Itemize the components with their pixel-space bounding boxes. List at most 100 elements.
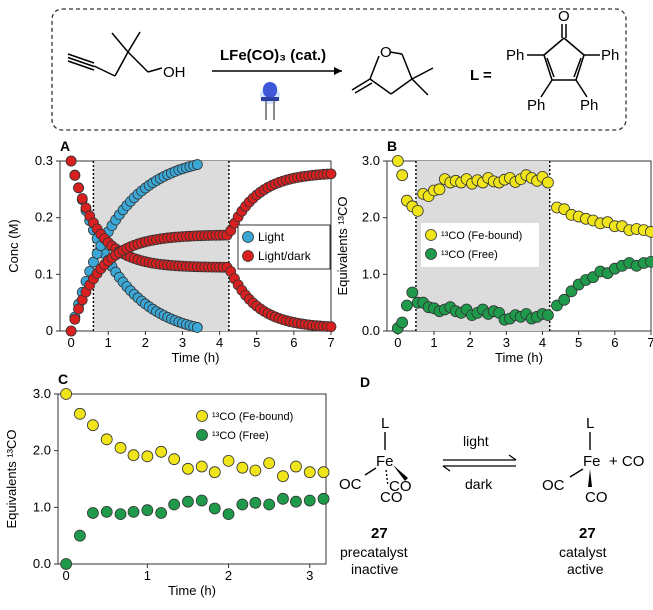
panel-label-d: D xyxy=(360,374,370,390)
left-line2: inactive xyxy=(351,561,399,577)
legend-label: Light xyxy=(258,230,285,244)
legend-marker xyxy=(426,230,437,241)
data-point-free xyxy=(401,300,412,311)
x-tick-label: 0 xyxy=(68,335,75,350)
data-point-fe_bound xyxy=(290,461,301,472)
data-point-fe_bound xyxy=(74,408,85,419)
x-tick-label: 4 xyxy=(216,335,223,350)
y-tick-label: 0.0 xyxy=(33,556,51,571)
left-compound-number: 27 xyxy=(371,525,388,542)
data-point-fe_bound xyxy=(115,442,126,453)
data-point-fe_bound xyxy=(169,454,180,465)
legend-marker xyxy=(197,411,208,422)
y-axis-label: Equivalents ¹³CO xyxy=(335,197,350,296)
right-compound-number: 27 xyxy=(579,525,596,542)
data-point-free xyxy=(277,493,288,504)
data-point-lightdark xyxy=(66,156,76,166)
ph-label-2: Ph xyxy=(601,47,619,64)
data-point-fe_bound xyxy=(434,184,445,195)
x-tick-label: 7 xyxy=(647,335,653,350)
reaction-scheme-svg: OH LFe(CO)₃ (cat.) O L = xyxy=(0,0,653,135)
right-l-atom: L xyxy=(586,415,594,432)
data-point-lightdark xyxy=(70,314,80,324)
data-point-lightdark xyxy=(66,326,76,336)
data-point-free xyxy=(87,508,98,519)
panel-label-c: C xyxy=(58,371,68,387)
right-fe-atom: Fe xyxy=(583,453,601,470)
y-tick-label: 0.0 xyxy=(362,323,380,338)
data-point-fe_bound xyxy=(209,467,220,478)
left-line1: precatalyst xyxy=(340,544,408,560)
product-o-label: O xyxy=(380,44,392,61)
y-tick-label: 2.0 xyxy=(362,210,380,225)
data-point-free xyxy=(646,256,653,267)
equilibrium-arrows xyxy=(443,455,516,471)
y-tick-label: 0.2 xyxy=(35,210,53,225)
x-axis-label: Time (h) xyxy=(172,350,220,365)
data-point-fe_bound xyxy=(142,451,153,462)
data-point-fe_bound xyxy=(156,446,167,457)
data-point-light xyxy=(192,160,202,170)
data-point-fe_bound xyxy=(264,458,275,469)
data-point-free xyxy=(115,509,126,520)
y-axis-label: Conc (M) xyxy=(6,219,21,272)
data-point-fe_bound xyxy=(412,205,423,216)
x-tick-label: 1 xyxy=(144,568,151,583)
left-fe-atom: Fe xyxy=(376,453,394,470)
data-point-free xyxy=(223,509,234,520)
data-point-free xyxy=(237,499,248,510)
data-point-free xyxy=(74,530,85,541)
reaction-scheme: OH LFe(CO)₃ (cat.) O L = xyxy=(0,0,653,135)
data-point-free xyxy=(128,506,139,517)
right-line2: active xyxy=(567,561,604,577)
legend-marker xyxy=(243,251,254,262)
ph-label-1: Ph xyxy=(506,47,524,64)
left-l-atom: L xyxy=(381,415,389,432)
data-point-fe_bound xyxy=(304,467,315,478)
left-oc-label: OC xyxy=(339,476,362,493)
reagent-label: LFe(CO)₃ (cat.) xyxy=(220,47,326,64)
x-tick-label: 5 xyxy=(253,335,260,350)
data-point-fe_bound xyxy=(223,455,234,466)
legend-marker xyxy=(426,249,437,260)
data-point-free xyxy=(407,287,418,298)
y-tick-label: 0.3 xyxy=(35,153,53,168)
legend-marker xyxy=(243,232,254,243)
data-point-free xyxy=(101,506,112,517)
x-axis-label: Time (h) xyxy=(168,583,216,598)
ligand-structure xyxy=(527,24,600,97)
legend-label: ¹³CO (Fe-bound) xyxy=(441,230,522,242)
data-point-fe_bound xyxy=(392,156,403,167)
x-tick-label: 5 xyxy=(575,335,582,350)
data-point-free xyxy=(142,505,153,516)
arrow-bottom-label: dark xyxy=(465,476,493,492)
plus-co-label: + CO xyxy=(609,453,644,470)
data-point-fe_bound xyxy=(542,177,553,188)
product-structure xyxy=(352,52,433,95)
legend-label: ¹³CO (Free) xyxy=(441,249,498,261)
data-point-free xyxy=(397,317,408,328)
panel-label-a: A xyxy=(60,138,70,154)
data-point-free xyxy=(169,499,180,510)
data-point-free xyxy=(542,310,553,321)
x-tick-label: 6 xyxy=(611,335,618,350)
y-axis-label: Equivalents ¹³CO xyxy=(4,430,19,529)
data-point-free xyxy=(196,495,207,506)
data-point-free xyxy=(290,496,301,507)
ph-label-3: Ph xyxy=(527,97,545,114)
data-point-free xyxy=(156,508,167,519)
ph-label-4: Ph xyxy=(580,97,598,114)
left-co-label-2: CO xyxy=(389,478,412,495)
right-oc-label: OC xyxy=(542,477,565,494)
x-tick-label: 4 xyxy=(539,335,546,350)
x-tick-label: 1 xyxy=(105,335,112,350)
data-point-free xyxy=(264,499,275,510)
x-tick-label: 2 xyxy=(225,568,232,583)
x-tick-label: 6 xyxy=(290,335,297,350)
substrate-structure xyxy=(68,32,162,76)
data-point-fe_bound xyxy=(101,434,112,445)
